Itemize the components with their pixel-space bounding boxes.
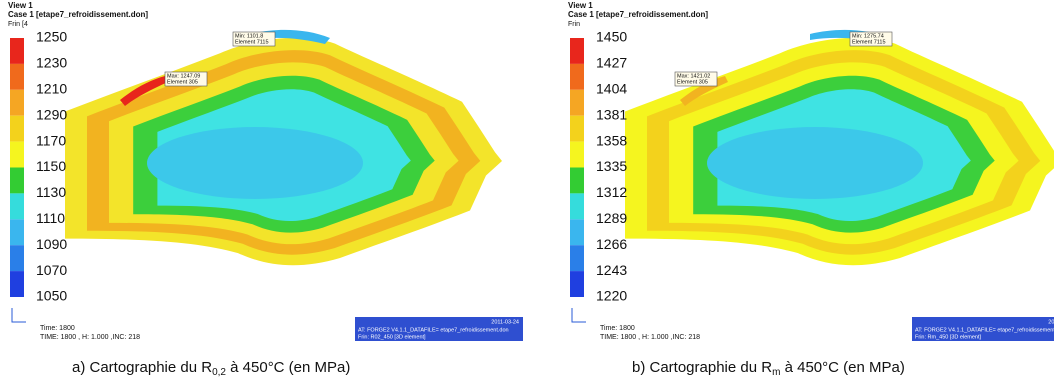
step-label: TIME: 1800 , H: 1.000 ,INC: 218: [40, 334, 140, 341]
legend-swatch: [570, 167, 584, 194]
legend-label: 1250: [36, 29, 67, 45]
legend-swatch: [570, 271, 584, 297]
max-element: Element 305: [167, 79, 198, 85]
info-box: [912, 317, 1054, 341]
legend-label: 1090: [36, 236, 67, 252]
field-label: Frin [4: [8, 21, 28, 28]
legend-label: 1230: [36, 55, 67, 71]
contour-map: [65, 29, 502, 266]
caption-text: b) Cartographie du R: [632, 359, 772, 376]
legend-label: 1335: [596, 158, 627, 174]
legend-label: 1130: [36, 184, 66, 200]
axes-icon: [571, 308, 586, 323]
legend-swatch: [570, 115, 584, 142]
contour-core: [707, 127, 923, 199]
legend-swatch: [570, 245, 584, 272]
case-label: Case 1 [etape7_refroidissement.don]: [8, 10, 148, 19]
contour-core: [147, 127, 363, 199]
legend-label: 1070: [36, 262, 67, 278]
caption-text: à 450°C (en MPa): [780, 359, 904, 376]
legend-label: 1210: [36, 81, 67, 97]
max-element: Element 305: [677, 79, 708, 85]
legend-swatch: [10, 141, 24, 168]
legend-label: 1243: [596, 262, 627, 278]
info-box: [355, 317, 523, 341]
legend-swatch: [10, 271, 24, 297]
caption-subscript: m: [772, 367, 780, 378]
legend-swatch: [10, 115, 24, 142]
caption-text: à 450°C (en MPa): [226, 359, 350, 376]
max-value: Max: 1421.02: [677, 73, 710, 79]
case-label: Case 1 [etape7_refroidissement.don]: [568, 10, 708, 19]
legend-swatch: [570, 141, 584, 168]
min-box: [232, 31, 276, 47]
legend-swatch: [570, 193, 584, 220]
legend-label: 1450: [596, 29, 627, 45]
legend-label: 1110: [36, 210, 65, 226]
legend-swatch: [10, 89, 24, 116]
min-box: [849, 31, 893, 47]
caption-text: a) Cartographie du R: [72, 359, 212, 376]
step-label: TIME: 1800 , H: 1.000 ,INC: 218: [600, 334, 700, 341]
max-box: [164, 71, 208, 87]
legend-label: 1266: [596, 236, 627, 252]
view-label: View 1: [568, 1, 593, 10]
legend-label: 1427: [596, 55, 627, 71]
info-date: 2011-03-24: [491, 319, 519, 325]
legend-swatch: [570, 219, 584, 246]
legend-label: 1289: [596, 210, 627, 226]
caption-subscript: 0,2: [212, 367, 226, 378]
time-label: Time: 1800: [600, 325, 635, 332]
legend-swatch: [10, 193, 24, 220]
legend-label: 1290: [36, 106, 67, 122]
legend-swatch: [570, 38, 584, 64]
max-value: Max: 1247.09: [167, 73, 200, 79]
axes-icon: [11, 308, 26, 323]
info-date: 2011-03-24: [1048, 319, 1054, 325]
legend-label: 1404: [596, 81, 627, 97]
caption: b) Cartographie du Rm à 450°C (en MPa): [632, 359, 905, 378]
min-element: Element 7115: [235, 39, 269, 45]
legend-swatch: [10, 245, 24, 272]
time-label: Time: 1800: [40, 325, 75, 332]
view-label: View 1: [8, 1, 33, 10]
legend-swatch: [10, 167, 24, 194]
info-field: Frin: Rm_450 [3D element]: [915, 334, 981, 340]
legend-swatch: [10, 63, 24, 90]
info-file: AT: FORGE2 V4.1.1_DATAFILE= etape7_refro…: [915, 327, 1054, 333]
legend-swatch: [570, 63, 584, 90]
caption: a) Cartographie du R0,2 à 450°C (en MPa): [72, 359, 350, 378]
legend-label: 1358: [596, 132, 627, 148]
contour-map: [625, 29, 1054, 266]
field-label: Frin: [568, 21, 580, 28]
min-value: Min: 1275.74: [852, 33, 884, 39]
legend-label: 1050: [36, 288, 67, 304]
legend-swatch: [10, 219, 24, 246]
hot-spot: [120, 76, 168, 106]
min-value: Min: 1101.8: [235, 33, 263, 39]
legend-swatch: [570, 89, 584, 116]
info-file: AT: FORGE2 V4.1.1_DATAFILE= etape7_refro…: [358, 327, 509, 333]
legend-label: 1312: [596, 184, 627, 200]
legend-swatch: [10, 38, 24, 64]
legend-label: 1220: [596, 288, 627, 304]
min-element: Element 7115: [852, 39, 886, 45]
legend-label: 1381: [596, 106, 627, 122]
legend-label: 1170: [36, 132, 66, 148]
max-box: [674, 71, 718, 87]
legend-label: 1150: [36, 158, 66, 174]
info-field: Frin: R02_450 [3D element]: [358, 334, 426, 340]
